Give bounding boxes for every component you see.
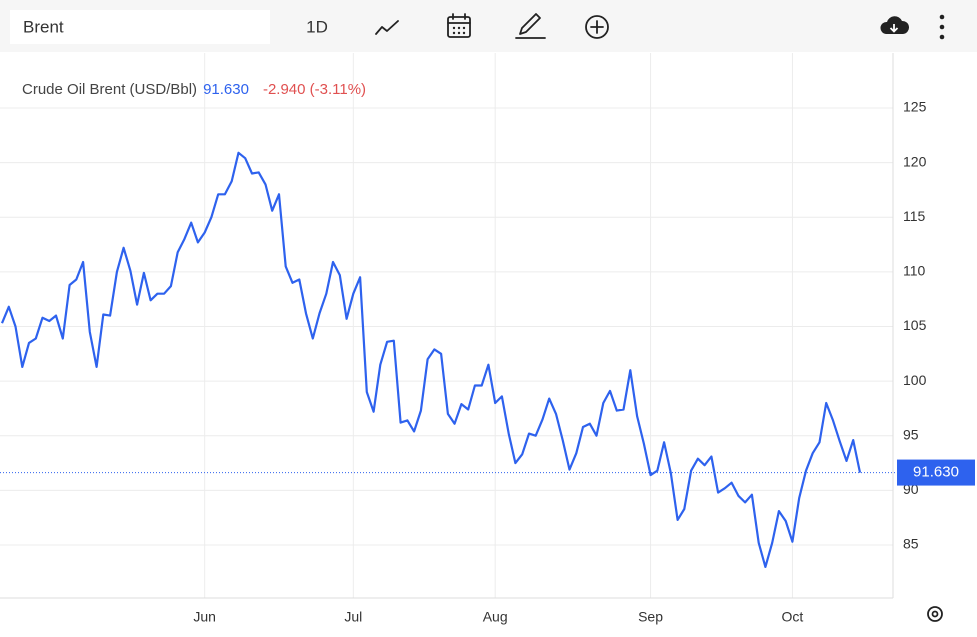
x-tick-label: Aug bbox=[483, 609, 508, 625]
menu-button[interactable] bbox=[939, 14, 945, 40]
y-tick-label: 85 bbox=[903, 536, 919, 552]
y-tick-label: 100 bbox=[903, 372, 927, 388]
last-price-label: 91.630 bbox=[913, 464, 959, 481]
calendar-button[interactable] bbox=[447, 13, 471, 38]
add-button[interactable] bbox=[585, 15, 609, 39]
chart-type-button[interactable] bbox=[375, 20, 399, 35]
x-tick-label: Jun bbox=[193, 609, 216, 625]
last-price-box bbox=[897, 459, 975, 486]
y-tick-label: 95 bbox=[903, 426, 919, 442]
legend-last: 91.630 bbox=[203, 81, 249, 98]
y-tick-label: 110 bbox=[903, 263, 926, 279]
price-line bbox=[0, 151, 862, 569]
x-tick-label: Sep bbox=[638, 609, 663, 625]
legend-change: -2.940 (-3.11%) bbox=[263, 81, 366, 98]
legend-title: Crude Oil Brent (USD/Bbl) bbox=[22, 81, 197, 98]
interval-button[interactable]: 1D bbox=[306, 17, 328, 36]
legend: Crude Oil Brent (USD/Bbl) 91.630 -2.940 (-… bbox=[22, 81, 366, 98]
y-tick-label: 125 bbox=[903, 99, 927, 115]
symbol-search[interactable] bbox=[10, 10, 270, 44]
symbol: Brent bbox=[23, 17, 64, 36]
draw-button[interactable] bbox=[515, 13, 546, 39]
y-tick-label: 115 bbox=[903, 208, 926, 224]
x-tick-label: Jul bbox=[344, 609, 362, 625]
settings-button[interactable] bbox=[927, 606, 943, 622]
download-button[interactable] bbox=[880, 16, 910, 34]
y-tick-label: 105 bbox=[903, 317, 927, 333]
y-tick-label: 120 bbox=[903, 153, 927, 169]
x-tick-label: Oct bbox=[782, 609, 804, 625]
